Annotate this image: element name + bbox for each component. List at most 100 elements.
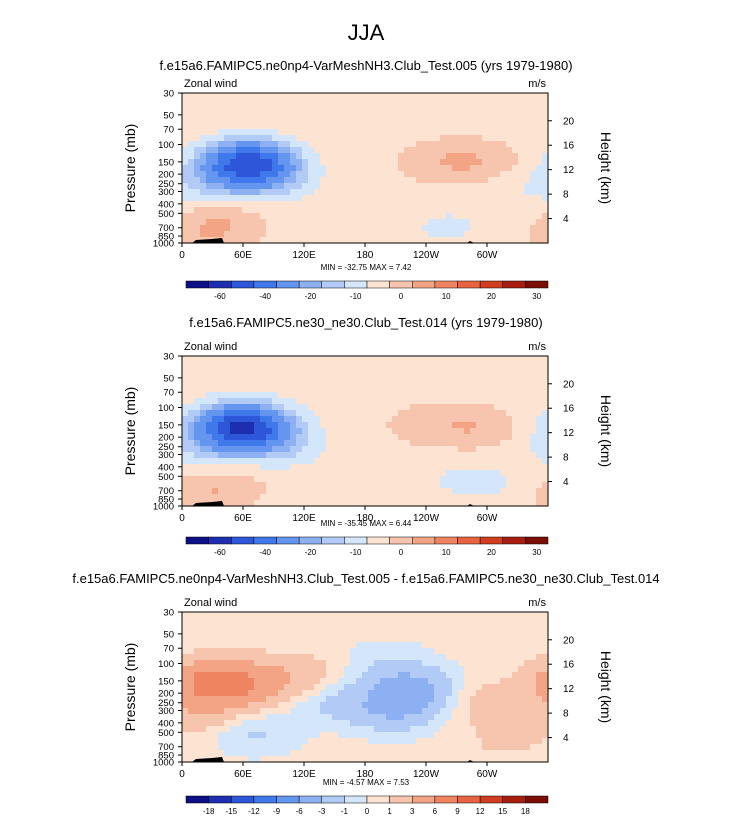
contour-cell — [404, 165, 411, 172]
contour-cell — [320, 213, 327, 220]
contour-cell — [386, 452, 393, 459]
contour-cell — [194, 99, 201, 106]
contour-cell — [368, 630, 375, 637]
contour-cell — [356, 392, 363, 399]
contour-cell — [272, 177, 279, 184]
contour-cell — [416, 392, 423, 399]
contour-cell — [182, 618, 189, 625]
contour-cell — [368, 684, 375, 691]
contour-cell — [272, 392, 279, 399]
contour-cell — [410, 440, 417, 447]
contour-cell — [188, 207, 195, 214]
contour-cell — [464, 440, 471, 447]
contour-cell — [242, 135, 249, 142]
contour-cell — [314, 219, 321, 226]
contour-cell — [470, 654, 477, 661]
contour-cell — [254, 636, 261, 643]
contour-cell — [200, 428, 207, 435]
contour-cell — [308, 612, 315, 619]
contour-cell — [272, 225, 279, 232]
contour-cell — [434, 732, 441, 739]
contour-cell — [206, 201, 213, 208]
contour-cell — [326, 231, 333, 238]
contour-cell — [440, 207, 447, 214]
contour-cell — [308, 422, 315, 429]
contour-cell — [194, 732, 201, 739]
contour-cell — [320, 452, 327, 459]
contour-cell — [374, 189, 381, 196]
contour-cell — [368, 207, 375, 214]
contour-cell — [404, 470, 411, 477]
contour-cell — [224, 458, 231, 465]
contour-cell — [248, 201, 255, 208]
contour-cell — [476, 482, 483, 489]
units-label: m/s — [528, 78, 546, 90]
contour-cell — [518, 494, 525, 501]
contour-cell — [464, 678, 471, 685]
colorbar-label: -60 — [214, 548, 226, 557]
height-tick-label: 20 — [563, 635, 575, 646]
contour-cell — [518, 177, 525, 184]
contour-cell — [464, 416, 471, 423]
contour-cell — [326, 714, 333, 721]
panel-title: f.e15a6.FAMIPC5.ne0np4-VarMeshNH3.Club_T… — [72, 571, 659, 586]
contour-cell — [296, 129, 303, 136]
contour-cell — [524, 374, 531, 381]
contour-cell — [386, 117, 393, 124]
contour-cell — [188, 726, 195, 733]
contour-cell — [200, 476, 207, 483]
contour-cell — [524, 648, 531, 655]
colorbar-box — [502, 536, 526, 545]
contour-cell — [518, 404, 525, 411]
contour-cell — [440, 660, 447, 667]
contour-cell — [188, 428, 195, 435]
contour-cell — [494, 368, 501, 375]
contour-cell — [368, 374, 375, 381]
contour-cell — [350, 738, 357, 745]
contour-cell — [506, 624, 513, 631]
contour-cell — [200, 452, 207, 459]
contour-cell — [392, 494, 399, 501]
contour-cell — [248, 147, 255, 154]
contour-cell — [248, 392, 255, 399]
contour-cell — [350, 362, 357, 369]
contour-cell — [212, 464, 219, 471]
contour-cell — [404, 726, 411, 733]
contour-cell — [212, 159, 219, 166]
contour-cell — [524, 666, 531, 673]
contour-cell — [398, 446, 405, 453]
contour-cell — [188, 404, 195, 411]
contour-cell — [392, 380, 399, 387]
contour-cell — [482, 105, 489, 112]
contour-cell — [368, 648, 375, 655]
contour-cell — [386, 362, 393, 369]
contour-cell — [440, 440, 447, 447]
contour-cell — [410, 201, 417, 208]
contour-cell — [500, 666, 507, 673]
contour-cell — [380, 482, 387, 489]
contour-cell — [416, 666, 423, 673]
contour-cell — [410, 470, 417, 477]
contour-cell — [218, 99, 225, 106]
contour-cell — [242, 642, 249, 649]
contour-cell — [392, 690, 399, 697]
contour-cell — [488, 618, 495, 625]
contour-cell — [452, 183, 459, 190]
contour-cell — [434, 183, 441, 190]
contour-cell — [380, 500, 387, 507]
contour-cell — [188, 500, 195, 507]
contour-cell — [206, 183, 213, 190]
contour-cell — [422, 720, 429, 727]
contour-cell — [236, 368, 243, 375]
contour-cell — [416, 153, 423, 160]
contour-cell — [188, 434, 195, 441]
contour-cell — [374, 642, 381, 649]
contour-cell — [464, 446, 471, 453]
contour-cell — [470, 117, 477, 124]
contour-cell — [398, 422, 405, 429]
colorbar-box — [457, 536, 481, 545]
contour-cell — [344, 207, 351, 214]
contour-cell — [224, 660, 231, 667]
contour-cell — [452, 654, 459, 661]
contour-cell — [314, 654, 321, 661]
